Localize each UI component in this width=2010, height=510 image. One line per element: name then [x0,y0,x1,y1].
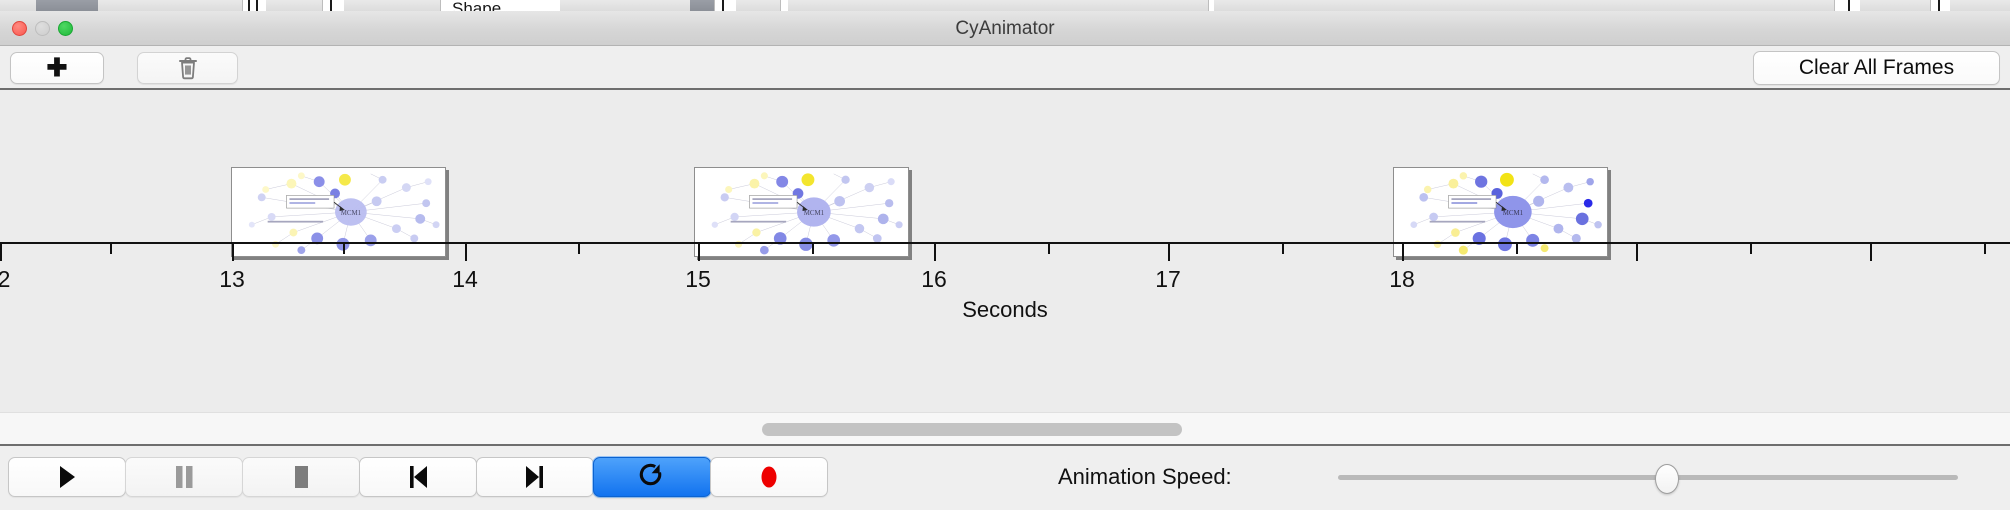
pause-button[interactable] [125,457,243,497]
axis-tick [1402,244,1404,261]
axis-tick-label: 15 [685,266,711,292]
timeline-scrollbar[interactable] [0,412,2010,446]
axis-tick [0,244,2,261]
delete-frame-button[interactable] [137,52,238,84]
skip-back-button[interactable] [359,457,477,497]
axis-tick [698,244,700,261]
axis-tick-label: 13 [219,266,245,292]
animation-speed-slider-thumb[interactable] [1655,464,1679,494]
network-preview: MCM1 [695,168,908,256]
background-window-label: Shape [452,0,502,11]
axis-tick [812,244,814,254]
axis-tick [343,244,345,254]
axis-tick-label: 14 [452,266,478,292]
axis-title: Seconds [962,297,1048,322]
add-frame-button[interactable]: ✚ [10,52,104,84]
playback-control-bar: Animation Speed: [0,446,2010,510]
axis-tick [934,244,936,261]
axis-tick-label: 2 [0,266,11,292]
loop-icon [639,463,662,486]
axis-tick [232,244,234,261]
svg-text:MCM1: MCM1 [1503,210,1524,217]
clear-all-frames-button[interactable]: Clear All Frames [1753,51,2000,85]
minimize-light-icon[interactable] [35,21,50,36]
record-icon [761,466,777,488]
window-title: CyAnimator [955,18,1055,39]
animation-speed-slider[interactable] [1338,475,1958,480]
axis-tick [1516,244,1518,254]
play-icon [60,466,75,488]
toolbar-separator [0,88,2010,90]
record-button[interactable] [710,457,828,497]
stop-icon [295,466,308,488]
skip-forward-button[interactable] [476,457,594,497]
axis-tick [1048,244,1050,254]
title-bar: CyAnimator [0,11,2010,46]
trash-icon [178,57,197,80]
frame-toolbar: ✚ Clear All Frames [0,46,2010,88]
window-controls [12,21,73,36]
skip-back-icon [410,466,427,488]
svg-text:MCM1: MCM1 [341,210,362,217]
close-light-icon[interactable] [12,21,27,36]
network-preview: MCM1 [232,168,445,256]
plus-icon: ✚ [46,53,68,82]
axis-tick [465,244,467,261]
axis-tick-label: 16 [921,266,947,292]
loop-button[interactable] [593,457,711,497]
axis-tick [1750,244,1752,254]
axis-tick-label: 17 [1155,266,1181,292]
zoom-light-icon[interactable] [58,21,73,36]
axis-tick-label: 18 [1389,266,1415,292]
axis-tick [1636,244,1638,261]
skip-forward-icon [526,466,543,488]
animation-speed-label: Animation Speed: [1058,464,1232,489]
play-button[interactable] [8,457,126,497]
axis-tick [1168,244,1170,261]
scrollbar-thumb[interactable] [762,423,1182,436]
axis-tick [1984,244,1986,254]
background-window-strip: Shape [0,0,2010,11]
timeline-panel[interactable]: MCM1 [0,90,2010,412]
svg-text:MCM1: MCM1 [804,210,825,217]
timeline-axis [0,242,2010,244]
pause-icon [176,466,193,488]
axis-tick [1282,244,1284,254]
axis-tick [1870,244,1872,261]
stop-button[interactable] [242,457,360,497]
axis-tick [110,244,112,254]
axis-tick [578,244,580,254]
